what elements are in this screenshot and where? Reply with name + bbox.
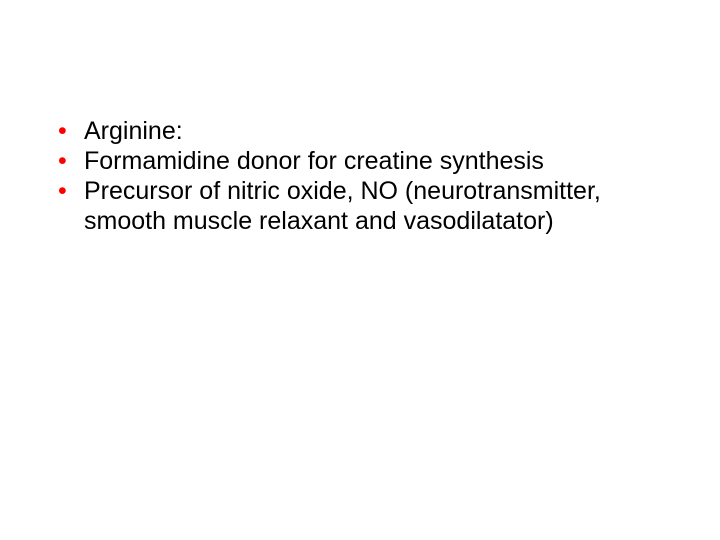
bullet-text: Precursor of nitric oxide, NO (neurotran…: [84, 177, 601, 235]
slide: Arginine: Formamidine donor for creatine…: [0, 0, 720, 540]
bullet-text: Formamidine donor for creatine synthesis: [84, 147, 544, 175]
list-item: Precursor of nitric oxide, NO (neurotran…: [54, 176, 666, 236]
list-item: Arginine:: [54, 116, 666, 146]
bullet-list: Arginine: Formamidine donor for creatine…: [54, 116, 666, 236]
bullet-text: Arginine:: [84, 117, 183, 145]
list-item: Formamidine donor for creatine synthesis: [54, 146, 666, 176]
